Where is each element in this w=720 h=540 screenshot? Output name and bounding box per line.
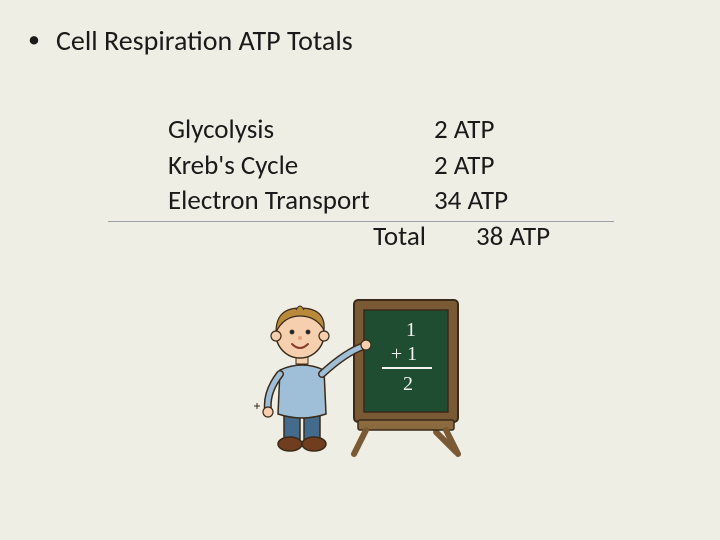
row-label: Electron Transport — [168, 183, 434, 219]
row-value: 34 ATP — [434, 183, 554, 219]
chalk-line3: 2 — [403, 373, 413, 395]
table-row: Electron Transport 34 ATP — [168, 183, 596, 219]
slide-title: Cell Respiration ATP Totals — [56, 24, 353, 58]
total-value: 38 ATP — [476, 219, 596, 255]
total-label: Total — [168, 219, 476, 255]
table-row-total: Total 38 ATP — [168, 219, 596, 255]
chalk-line2: + 1 — [391, 343, 417, 365]
row-label: Glycolysis — [168, 112, 434, 148]
clipart-boy-chalkboard: 1 + 1 2 — [246, 292, 466, 462]
bullet-glyph: • — [28, 24, 46, 56]
table-divider — [108, 221, 614, 222]
slide-title-row: • Cell Respiration ATP Totals — [28, 24, 353, 58]
table-row: Glycolysis 2 ATP — [168, 112, 596, 148]
table-row: Kreb's Cycle 2 ATP — [168, 148, 596, 184]
slide: • Cell Respiration ATP Totals Glycolysis… — [0, 0, 720, 540]
row-value: 2 ATP — [434, 112, 554, 148]
row-value: 2 ATP — [434, 148, 554, 184]
atp-table: Glycolysis 2 ATP Kreb's Cycle 2 ATP Elec… — [168, 112, 596, 255]
chalk-line1: 1 — [406, 319, 416, 341]
row-label: Kreb's Cycle — [168, 148, 434, 184]
